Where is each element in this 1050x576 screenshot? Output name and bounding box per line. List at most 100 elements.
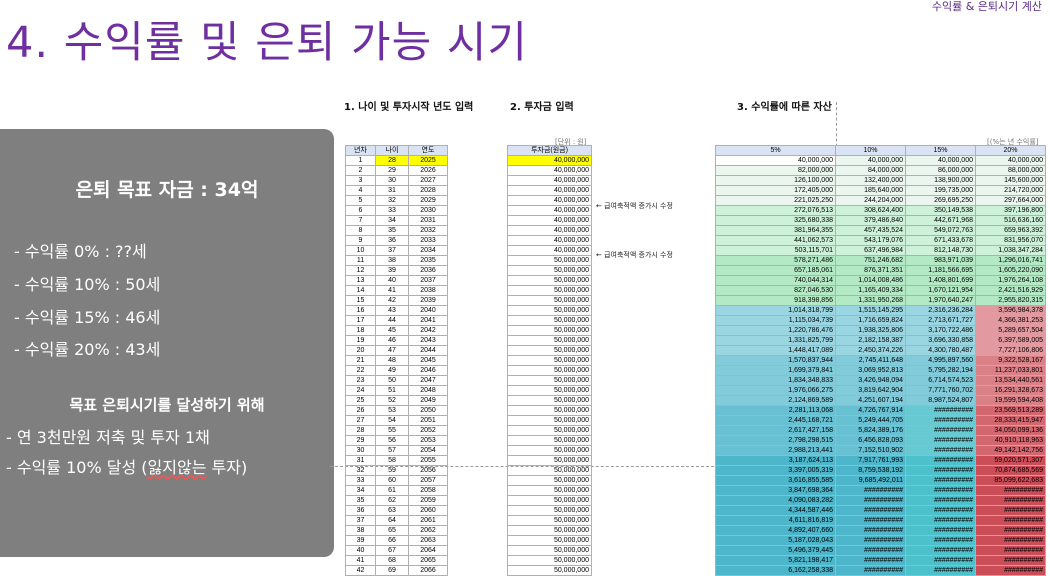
year-index-cell: 22 (345, 365, 376, 376)
table-row: 50,000,000 (507, 505, 592, 516)
table-row: 1,699,379,841 3,069,952,813 5,795,282,194 1… (715, 365, 1046, 376)
returns-table: 5% 10% 15% 20% 40,000,000 40,000,000 40,00… (715, 145, 1046, 576)
year-index-cell: 12 (345, 265, 376, 276)
table-row: 40,000,000 (507, 235, 592, 246)
value-10pct-cell: 2,182,158,387 (835, 335, 906, 346)
value-20pct-cell: ########## (975, 545, 1046, 556)
table-row: 82,000,000 84,000,000 86,000,000 88,000,000 (715, 165, 1046, 176)
table-row: 1,331,825,799 2,182,158,387 3,696,330,858 6… (715, 335, 1046, 346)
value-15pct-cell: ########## (905, 435, 976, 446)
value-15pct-cell: ########## (905, 495, 976, 506)
value-15pct-cell: ########## (905, 545, 976, 556)
table-row: 4 31 2028 (345, 185, 448, 196)
rate-line-0: - 수익률 0% : ??세 (14, 242, 147, 261)
value-20pct-cell: 40,910,118,963 (975, 435, 1046, 446)
table-row: 50,000,000 (507, 405, 592, 416)
unit-label-returns: [(%는 년 수익률] (987, 138, 1039, 146)
table-row: 7 34 2031 (345, 215, 448, 226)
table-row: 50,000,000 (507, 375, 592, 386)
principal-cell: 50,000,000 (507, 415, 592, 426)
principal-cell: 40,000,000 (507, 245, 592, 256)
table-row: 50,000,000 (507, 325, 592, 336)
table-row: 441,062,573 543,179,076 671,433,678 831,956… (715, 235, 1046, 246)
table-row: 50,000,000 (507, 465, 592, 476)
year-index-cell: 40 (345, 545, 376, 556)
table-row: 35 62 2059 (345, 495, 448, 506)
table-row: 19 46 2043 (345, 335, 448, 346)
principal-cell: 50,000,000 (507, 535, 592, 546)
value-10pct-cell: ########## (835, 525, 906, 536)
value-5pct-cell: 272,076,513 (715, 205, 836, 216)
age-cell: 68 (375, 555, 409, 566)
value-10pct-cell: 876,371,351 (835, 265, 906, 276)
value-15pct-cell: ########## (905, 565, 976, 576)
principal-cell: 50,000,000 (507, 265, 592, 276)
principal-cell: 50,000,000 (507, 545, 592, 556)
value-15pct-cell: 2,316,236,284 (905, 305, 976, 316)
age-cell: 31 (375, 185, 409, 196)
age-cell: 44 (375, 315, 409, 326)
age-cell: 42 (375, 295, 409, 306)
rate-line-15: - 수익률 15% : 46세 (14, 308, 161, 327)
table-row: 50,000,000 (507, 365, 592, 376)
value-10pct-cell: ########## (835, 505, 906, 516)
table-row: 17 44 2041 (345, 315, 448, 326)
table-row: 325,680,338 379,486,840 442,671,968 516,636… (715, 215, 1046, 226)
value-10pct-cell: 7,917,761,993 (835, 455, 906, 466)
value-15pct-cell: 86,000,000 (905, 165, 976, 176)
value-5pct-cell: 4,090,083,282 (715, 495, 836, 506)
table-row: 50,000,000 (507, 425, 592, 436)
value-10pct-cell: 40,000,000 (835, 155, 906, 166)
value-15pct-cell: 1,181,566,695 (905, 265, 976, 276)
value-20pct-cell: 397,196,800 (975, 205, 1046, 216)
value-10pct-cell: 8,759,538,192 (835, 465, 906, 476)
value-20pct-cell: ########## (975, 525, 1046, 536)
table-row: 50,000,000 (507, 545, 592, 556)
value-5pct-cell: 5,187,028,043 (715, 535, 836, 546)
header-rate-15: 15% (905, 145, 976, 156)
table-row: 172,405,000 185,640,000 199,735,000 214,720… (715, 185, 1046, 196)
year-index-cell: 32 (345, 465, 376, 476)
value-5pct-cell: 2,281,113,068 (715, 405, 836, 416)
value-10pct-cell: ########## (835, 495, 906, 506)
table-header-row: 5% 10% 15% 20% (715, 145, 1046, 156)
value-5pct-cell: 1,699,379,841 (715, 365, 836, 376)
value-10pct-cell: 132,400,000 (835, 175, 906, 186)
age-cell: 66 (375, 535, 409, 546)
value-5pct-cell: 40,000,000 (715, 155, 836, 166)
table-row: 3,847,698,364 ########## ########## #######… (715, 485, 1046, 496)
table-row: 12 39 2036 (345, 265, 448, 276)
value-15pct-cell: ########## (905, 485, 976, 496)
table-row: 50,000,000 (507, 275, 592, 286)
value-10pct-cell: 244,204,000 (835, 195, 906, 206)
year-cell: 2041 (408, 315, 448, 326)
value-5pct-cell: 3,616,855,585 (715, 475, 836, 486)
table-row: 50,000,000 (507, 345, 592, 356)
table-row: 42 69 2066 (345, 565, 448, 576)
principal-cell: 40,000,000 (507, 165, 592, 176)
table-row: 6 33 2030 (345, 205, 448, 216)
value-15pct-cell: ########## (905, 425, 976, 436)
value-5pct-cell: 1,014,318,799 (715, 305, 836, 316)
value-20pct-cell: ########## (975, 495, 1046, 506)
value-15pct-cell: ########## (905, 455, 976, 466)
value-15pct-cell: 671,433,678 (905, 235, 976, 246)
year-index-cell: 14 (345, 285, 376, 296)
value-15pct-cell: 1,970,640,247 (905, 295, 976, 306)
value-15pct-cell: 1,408,801,699 (905, 275, 976, 286)
value-15pct-cell: 269,695,250 (905, 195, 976, 206)
value-10pct-cell: 5,249,444,705 (835, 415, 906, 426)
action-line-1: - 연 3천만원 저축 및 투자 1채 (6, 428, 210, 447)
principal-cell: 50,000,000 (507, 465, 592, 476)
table-row: 50,000,000 (507, 565, 592, 576)
table-row: 221,025,250 244,204,000 269,695,250 297,664… (715, 195, 1046, 206)
value-10pct-cell: ########## (835, 565, 906, 576)
table-row: 6,162,258,338 ########## ########## #######… (715, 565, 1046, 576)
year-index-cell: 26 (345, 405, 376, 416)
value-20pct-cell: 19,599,594,408 (975, 395, 1046, 406)
value-10pct-cell: 6,456,828,093 (835, 435, 906, 446)
value-20pct-cell: 214,720,000 (975, 185, 1046, 196)
value-5pct-cell: 657,185,061 (715, 265, 836, 276)
value-10pct-cell: 637,496,984 (835, 245, 906, 256)
table-row: 4,344,587,446 ########## ########## #######… (715, 505, 1046, 516)
